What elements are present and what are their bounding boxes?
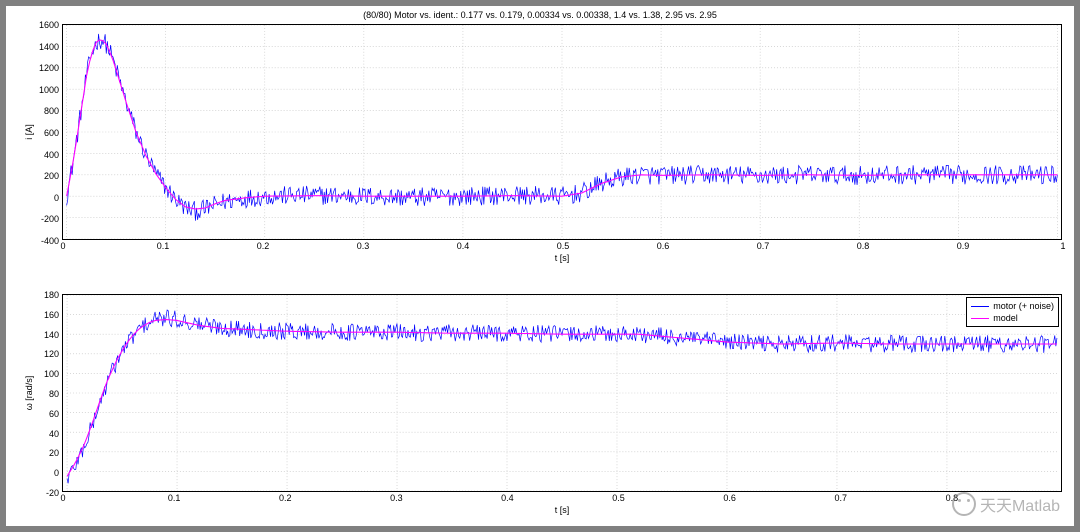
ytick-label: 1200 — [39, 63, 59, 73]
ytick-label: 20 — [49, 448, 59, 458]
ytick-label: 1600 — [39, 20, 59, 30]
xtick-label: 0 — [60, 493, 65, 503]
ytick-label: 800 — [44, 106, 59, 116]
figure: (80/80) Motor vs. ident.: 0.177 vs. 0.17… — [6, 6, 1074, 526]
xtick-label: 0.2 — [279, 493, 292, 503]
legend: motor (+ noise)model — [966, 297, 1059, 327]
ytick-label: 160 — [44, 310, 59, 320]
xtick-label: 0.5 — [612, 493, 625, 503]
xtick-label: 0.8 — [857, 241, 870, 251]
ytick-label: 1400 — [39, 42, 59, 52]
legend-item: motor (+ noise) — [971, 300, 1054, 312]
watermark-text: 天天Matlab — [980, 492, 1060, 516]
xtick-label: 0.9 — [957, 241, 970, 251]
xtick-label: 0.1 — [168, 493, 181, 503]
xtick-label: 0.8 — [946, 493, 959, 503]
xtick-label: 0.7 — [757, 241, 770, 251]
xtick-label: 0.6 — [657, 241, 670, 251]
legend-swatch-icon — [971, 318, 989, 319]
ytick-label: 60 — [49, 409, 59, 419]
ytick-label: 600 — [44, 128, 59, 138]
ytick-label: 180 — [44, 290, 59, 300]
xtick-label: 0.4 — [457, 241, 470, 251]
ytick-label: 0 — [54, 193, 59, 203]
ylabel-speed: ω [rad/s] — [24, 376, 34, 411]
ytick-label: -200 — [41, 214, 59, 224]
xtick-label: 0.3 — [357, 241, 370, 251]
xtick-label: 0.5 — [557, 241, 570, 251]
xlabel-current: t [s] — [555, 253, 570, 263]
xlabel-speed: t [s] — [555, 505, 570, 515]
ylabel-current: i [A] — [24, 124, 34, 140]
axes-current: i [A] t [s] -400-20002004006008001000120… — [62, 24, 1062, 240]
ytick-label: -20 — [46, 488, 59, 498]
xtick-label: 0.2 — [257, 241, 270, 251]
ytick-label: -400 — [41, 236, 59, 246]
axes-current-svg — [63, 25, 1061, 239]
xtick-label: 0.6 — [723, 493, 736, 503]
ytick-label: 200 — [44, 171, 59, 181]
watermark: 天天Matlab — [952, 492, 1060, 516]
ytick-label: 100 — [44, 369, 59, 379]
ytick-label: 140 — [44, 330, 59, 340]
ytick-label: 80 — [49, 389, 59, 399]
axes-speed-svg — [63, 295, 1061, 491]
xtick-label: 0.1 — [157, 241, 170, 251]
figure-title: (80/80) Motor vs. ident.: 0.177 vs. 0.17… — [6, 10, 1074, 20]
ytick-label: 400 — [44, 150, 59, 160]
xtick-label: 0.7 — [835, 493, 848, 503]
legend-swatch-icon — [971, 306, 989, 307]
legend-item: model — [971, 312, 1054, 324]
xtick-label: 1 — [1060, 241, 1065, 251]
legend-label: model — [993, 312, 1018, 324]
ytick-label: 1000 — [39, 85, 59, 95]
legend-label: motor (+ noise) — [993, 300, 1054, 312]
xtick-label: 0 — [60, 241, 65, 251]
xtick-label: 0.4 — [501, 493, 514, 503]
ytick-label: 120 — [44, 349, 59, 359]
xtick-label: 0.3 — [390, 493, 403, 503]
ytick-label: 40 — [49, 429, 59, 439]
axes-speed: ω [rad/s] t [s] motor (+ noise)model -20… — [62, 294, 1062, 492]
ytick-label: 0 — [54, 468, 59, 478]
